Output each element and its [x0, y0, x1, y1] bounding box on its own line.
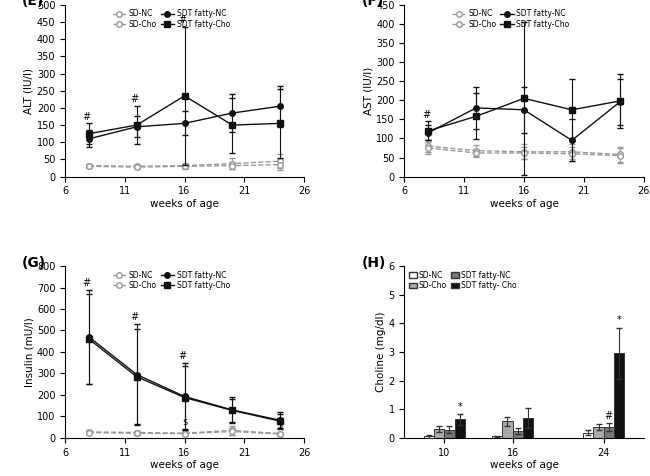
Text: *: *	[458, 402, 462, 412]
Text: (H): (H)	[361, 256, 386, 270]
Bar	[424, 436, 434, 438]
Bar	[583, 433, 593, 438]
Bar	[604, 427, 614, 438]
Bar	[454, 419, 465, 438]
Bar	[614, 353, 624, 438]
Bar	[502, 421, 513, 438]
Y-axis label: AST (IU/l): AST (IU/l)	[363, 67, 373, 115]
Bar	[593, 427, 604, 438]
Text: (E): (E)	[22, 0, 44, 9]
X-axis label: weeks of age: weeks of age	[150, 460, 219, 470]
Bar	[513, 431, 523, 438]
Legend: SD-NC, SD-Cho, SDT fatty-NC, SDT fatty-Cho: SD-NC, SD-Cho, SDT fatty-NC, SDT fatty-C…	[451, 9, 570, 30]
Bar	[492, 436, 502, 438]
Text: #: #	[178, 351, 186, 361]
Y-axis label: ALT (IU/l): ALT (IU/l)	[24, 68, 34, 114]
X-axis label: weeks of age: weeks of age	[489, 460, 558, 470]
Text: #: #	[422, 109, 430, 119]
Legend: SD-NC, SD-Cho, SDT fatty-NC, SDT fatty-Cho: SD-NC, SD-Cho, SDT fatty-NC, SDT fatty-C…	[112, 270, 231, 291]
X-axis label: weeks of age: weeks of age	[489, 199, 558, 209]
Text: $: $	[182, 417, 187, 426]
Bar	[445, 430, 454, 438]
Legend: SD-NC, SD-Cho, SDT fatty-NC, SDT fatty-Cho: SD-NC, SD-Cho, SDT fatty-NC, SDT fatty-C…	[112, 9, 231, 30]
Text: #: #	[83, 278, 90, 288]
Text: #: #	[130, 312, 138, 322]
Text: $: $	[278, 421, 283, 430]
Text: *: *	[617, 315, 621, 325]
Y-axis label: Choline (mg/dl): Choline (mg/dl)	[376, 312, 385, 392]
Text: (F): (F)	[361, 0, 384, 9]
Text: (G): (G)	[22, 256, 46, 270]
Bar	[523, 418, 533, 438]
Bar	[434, 429, 445, 438]
Text: #: #	[604, 411, 613, 421]
Text: #: #	[130, 94, 138, 104]
Legend: SD-NC, SD-Cho, SDT fatty-NC, SDT fatty- Cho: SD-NC, SD-Cho, SDT fatty-NC, SDT fatty- …	[408, 270, 517, 291]
X-axis label: weeks of age: weeks of age	[150, 199, 219, 209]
Y-axis label: Insulin (mU/l): Insulin (mU/l)	[24, 317, 34, 387]
Text: #: #	[83, 112, 90, 122]
Text: #: #	[178, 15, 186, 25]
